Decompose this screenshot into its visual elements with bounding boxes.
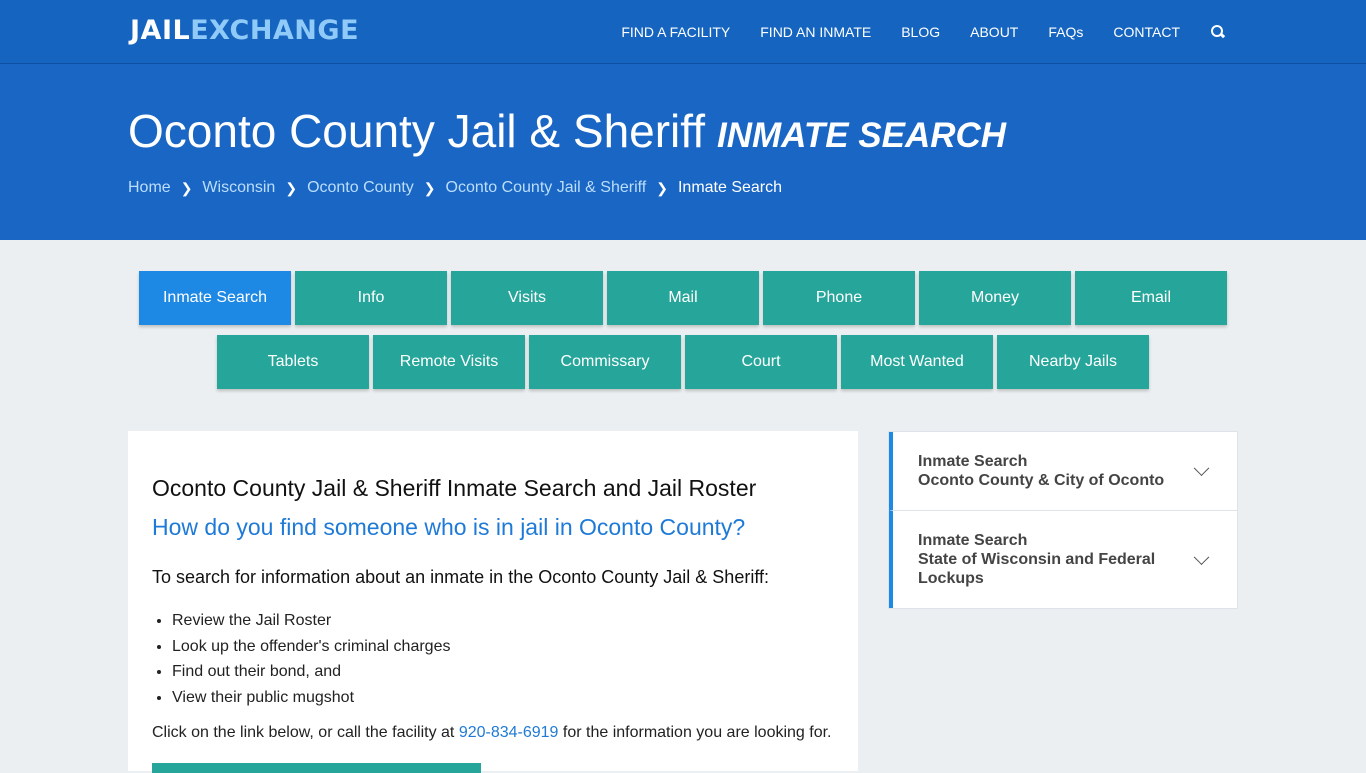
call-text: Click on the link below, or call the fac… <box>152 724 834 742</box>
accordion-subtitle: Oconto County & City of Oconto <box>918 472 1165 489</box>
chevron-right-icon: ❯ <box>656 179 668 196</box>
tab-inmate-search[interactable]: Inmate Search <box>139 271 291 325</box>
chevron-right-icon: ❯ <box>423 179 436 196</box>
tab-phone[interactable]: Phone <box>763 271 915 325</box>
search-button[interactable] <box>152 763 481 773</box>
chevron-right-icon: ❯ <box>180 179 193 196</box>
call-text-post: for the information you are looking for. <box>558 724 832 741</box>
main-nav: FIND A FACILITY FIND AN INMATE BLOG ABOU… <box>591 0 1226 64</box>
breadcrumb-current: Inmate Search <box>677 179 783 196</box>
nav-find-facility[interactable]: FIND A FACILITY <box>621 24 731 40</box>
phone-link[interactable]: 920-834-6919 <box>458 724 559 741</box>
chevron-down-icon[interactable] <box>1193 548 1210 565</box>
nav-faqs[interactable]: FAQs <box>1048 24 1084 40</box>
breadcrumb-home[interactable]: Home <box>128 179 171 196</box>
section-question: How do you find someone who is in jail i… <box>152 514 746 540</box>
tab-commissary[interactable]: Commissary <box>529 335 681 389</box>
section-heading: Oconto County Jail & Sheriff Inmate Sear… <box>152 475 757 501</box>
list-item: Find out their bond, and <box>172 659 834 685</box>
info-list: Review the Jail Roster Look up the offen… <box>172 608 834 710</box>
tab-tablets[interactable]: Tablets <box>217 335 369 389</box>
chevron-right-icon: ❯ <box>285 179 298 196</box>
accordion-subtitle: State of Wisconsin and Federal Lockups <box>918 551 1156 587</box>
tab-money[interactable]: Money <box>919 271 1071 325</box>
tab-most-wanted[interactable]: Most Wanted <box>841 335 993 389</box>
main-content: Oconto County Jail & Sheriff Inmate Sear… <box>128 431 858 773</box>
tab-nearby-jails[interactable]: Nearby Jails <box>997 335 1149 389</box>
call-text-pre: Click on the link below, or call the fac… <box>152 724 459 741</box>
top-nav-bar: JAILEXCHANGE FIND A FACILITY FIND AN INM… <box>0 0 1366 64</box>
tab-visits[interactable]: Visits <box>451 271 603 325</box>
tab-info[interactable]: Info <box>295 271 447 325</box>
tab-remote-visits[interactable]: Remote Visits <box>373 335 525 389</box>
facility-tabs: Inmate Search Info Visits Mail Phone Mon… <box>0 271 1366 399</box>
logo-part-1: JAIL <box>130 15 191 46</box>
tab-mail[interactable]: Mail <box>607 271 759 325</box>
breadcrumb-wisconsin[interactable]: Wisconsin <box>202 179 276 196</box>
title-subtitle: INMATE SEARCH <box>717 116 1007 155</box>
section-intro: To search for information about an inmat… <box>152 567 770 587</box>
accordion-state-search[interactable]: Inmate Search State of Wisconsin and Fed… <box>889 510 1237 608</box>
breadcrumb-county[interactable]: Oconto County <box>307 179 414 196</box>
search-icon[interactable] <box>1210 24 1226 40</box>
jailexchange-logo[interactable]: JAILEXCHANGE <box>130 15 359 46</box>
nav-blog[interactable]: BLOG <box>901 24 941 40</box>
nav-about[interactable]: ABOUT <box>970 24 1019 40</box>
sidebar-accordion: Inmate Search Oconto County & City of Oc… <box>888 431 1238 609</box>
nav-find-inmate[interactable]: FIND AN INMATE <box>760 24 872 40</box>
breadcrumb: Home ❯ Wisconsin ❯ Oconto County ❯ Oconto C… <box>128 179 782 197</box>
page-title: Oconto County Jail & Sheriff INMATE SEARC… <box>128 104 1006 158</box>
breadcrumb-facility[interactable]: Oconto County Jail & Sheriff <box>445 179 647 196</box>
accordion-title: Inmate Search <box>918 453 1028 470</box>
tab-email[interactable]: Email <box>1075 271 1227 325</box>
title-text: Oconto County Jail & Sheriff <box>128 105 705 157</box>
accordion-local-search[interactable]: Inmate Search Oconto County & City of Oc… <box>889 432 1237 510</box>
nav-contact[interactable]: CONTACT <box>1113 24 1180 40</box>
logo-part-2: EXCHANGE <box>190 15 360 46</box>
list-item: Review the Jail Roster <box>172 608 834 634</box>
tab-court[interactable]: Court <box>685 335 837 389</box>
list-item: View their public mugshot <box>172 685 834 711</box>
hero-banner: Oconto County Jail & Sheriff INMATE SEARC… <box>0 64 1366 240</box>
accordion-title: Inmate Search <box>918 532 1028 549</box>
list-item: Look up the offender's criminal charges <box>172 634 834 660</box>
